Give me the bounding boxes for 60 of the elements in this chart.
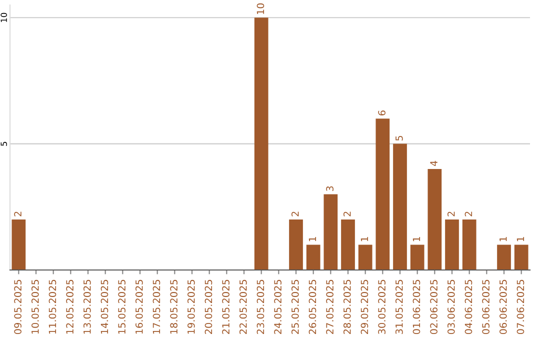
- x-tick-label: 17.05.2025: [152, 280, 160, 334]
- bar: [428, 169, 442, 270]
- bar: [289, 220, 303, 270]
- bar: [324, 194, 338, 270]
- data-label: 2: [464, 212, 472, 216]
- data-label: 10: [256, 3, 264, 14]
- x-tick-label: 29.05.2025: [360, 280, 368, 334]
- data-label: 1: [500, 236, 507, 242]
- data-label: 4: [430, 160, 438, 166]
- bar: [12, 220, 26, 270]
- x-tick-label: 11.05.2025: [48, 280, 56, 334]
- bar: [376, 118, 390, 270]
- bar: [254, 18, 268, 270]
- data-label: 1: [412, 236, 420, 242]
- data-label: 2: [343, 212, 351, 216]
- bar: [462, 220, 476, 270]
- x-tick-label: 24.05.2025: [274, 280, 282, 334]
- x-tick-label: 07.06.2025: [516, 280, 524, 334]
- bar: [410, 244, 424, 270]
- data-label: 5: [396, 136, 403, 141]
- x-tick-label: 23.05.2025: [256, 280, 264, 334]
- data-label: 2: [14, 212, 22, 216]
- data-label: 1: [360, 236, 368, 242]
- data-label: 2: [291, 212, 299, 216]
- x-tick-label: 12.05.2025: [66, 280, 74, 334]
- data-label: 2: [447, 212, 455, 216]
- x-tick-label: 19.05.2025: [187, 280, 195, 334]
- x-tick-label: 02.06.2025: [430, 280, 438, 334]
- x-tick-label: 04.06.2025: [464, 280, 472, 334]
- x-tick-label: 16.05.2025: [135, 280, 143, 334]
- x-tick-label: 31.05.2025: [395, 280, 403, 334]
- x-tick-label: 01.06.2025: [412, 280, 420, 334]
- data-label: 6: [378, 110, 386, 116]
- bar: [306, 244, 320, 270]
- x-tick-label: 13.05.2025: [83, 280, 91, 334]
- data-label: 1: [516, 236, 524, 242]
- x-tick-label: 05.06.2025: [482, 280, 490, 334]
- x-tick-label: 06.06.2025: [499, 280, 507, 334]
- x-tick-label: 21.05.2025: [222, 280, 230, 334]
- x-tick-label: 26.05.2025: [308, 280, 316, 334]
- bar: [341, 220, 355, 270]
- bar: [514, 244, 528, 270]
- bar: [445, 220, 459, 270]
- x-tick-label: 20.05.2025: [204, 280, 212, 334]
- x-tick-label: 10.05.2025: [31, 280, 39, 334]
- x-tick-label: 27.05.2025: [326, 280, 334, 334]
- bar: [497, 244, 511, 270]
- data-label: 1: [308, 236, 316, 242]
- x-tick-label: 18.05.2025: [170, 280, 178, 334]
- x-tick-label: 25.05.2025: [291, 280, 299, 334]
- data-label: 3: [326, 186, 334, 192]
- x-tick-label: 03.06.2025: [447, 280, 455, 334]
- x-tick-label: 30.05.2025: [378, 280, 386, 334]
- x-tick-label: 28.05.2025: [343, 280, 351, 334]
- bar: [393, 144, 407, 270]
- x-tick-label: 14.05.2025: [100, 280, 108, 334]
- x-tick-label: 22.05.2025: [239, 280, 247, 334]
- x-tick-label: 09.05.2025: [14, 280, 22, 334]
- x-tick-label: 15.05.2025: [118, 280, 126, 334]
- bar: [358, 244, 372, 270]
